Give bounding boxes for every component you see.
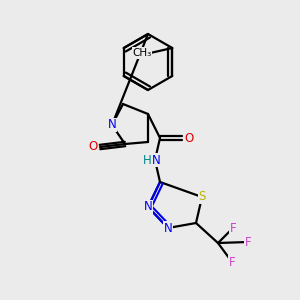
Text: H: H [142,154,152,166]
Text: N: N [108,118,116,131]
Text: O: O [88,140,98,154]
Text: N: N [164,221,172,235]
Text: F: F [230,221,236,235]
Text: S: S [198,190,206,203]
Text: CH₃: CH₃ [133,48,152,58]
Text: F: F [245,236,251,248]
Text: O: O [184,131,194,145]
Text: N: N [144,200,152,214]
Text: N: N [152,154,160,166]
Text: F: F [229,256,235,268]
